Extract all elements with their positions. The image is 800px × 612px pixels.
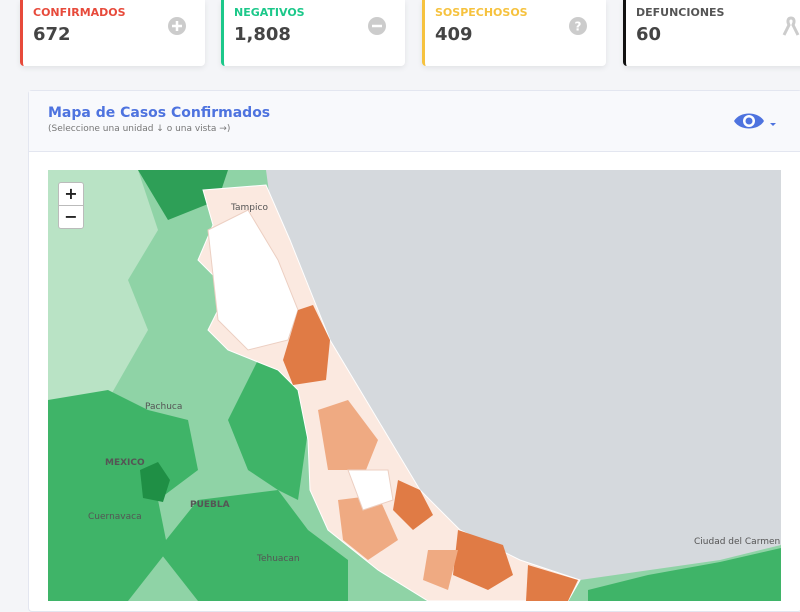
icon: [782, 16, 800, 36]
card-label: DEFUNCIONES: [636, 6, 725, 19]
zoom-in[interactable]: +: [58, 182, 84, 206]
place-label: PUEBLA: [190, 500, 230, 510]
card-value: 1,808: [234, 24, 291, 45]
stat-card: SOSPECHOSOS 409 ?: [422, 0, 606, 66]
zoom-out[interactable]: −: [58, 205, 84, 229]
card-value: 60: [636, 24, 662, 45]
card-label: NEGATIVOS: [234, 6, 305, 19]
icon: [368, 17, 386, 35]
place-label: MEXICO: [105, 458, 145, 468]
panel-header: Mapa de Casos Confirmados (Seleccione un…: [29, 91, 800, 152]
stat-card: NEGATIVOS 1,808: [221, 0, 405, 66]
view-menu[interactable]: [732, 109, 780, 135]
place-label: Pachuca: [145, 402, 182, 412]
place-label: Tampico: [230, 203, 268, 213]
icon: [168, 17, 186, 35]
stat-card: CONFIRMADOS 672: [20, 0, 205, 66]
card-value: 409: [435, 24, 473, 45]
card-label: CONFIRMADOS: [33, 6, 126, 19]
svg-text:?: ?: [575, 20, 582, 34]
panel-subtitle: (Seleccione una unidad ↓ o una vista →): [48, 124, 231, 134]
map-panel: Mapa de Casos Confirmados (Seleccione un…: [28, 90, 800, 612]
stat-card: DEFUNCIONES 60: [623, 0, 800, 66]
place-label: Tehuacan: [256, 554, 300, 564]
card-label: SOSPECHOSOS: [435, 6, 528, 19]
card-value: 672: [33, 24, 71, 45]
place-label: Cuernavaca: [88, 512, 142, 522]
icon: ?: [569, 17, 587, 35]
place-label: Ciudad del Carmen: [694, 537, 780, 547]
panel-title: Mapa de Casos Confirmados: [48, 105, 271, 121]
map[interactable]: Tampico Pachuca MEXICO Cuernavaca PUEBLA…: [48, 170, 781, 601]
